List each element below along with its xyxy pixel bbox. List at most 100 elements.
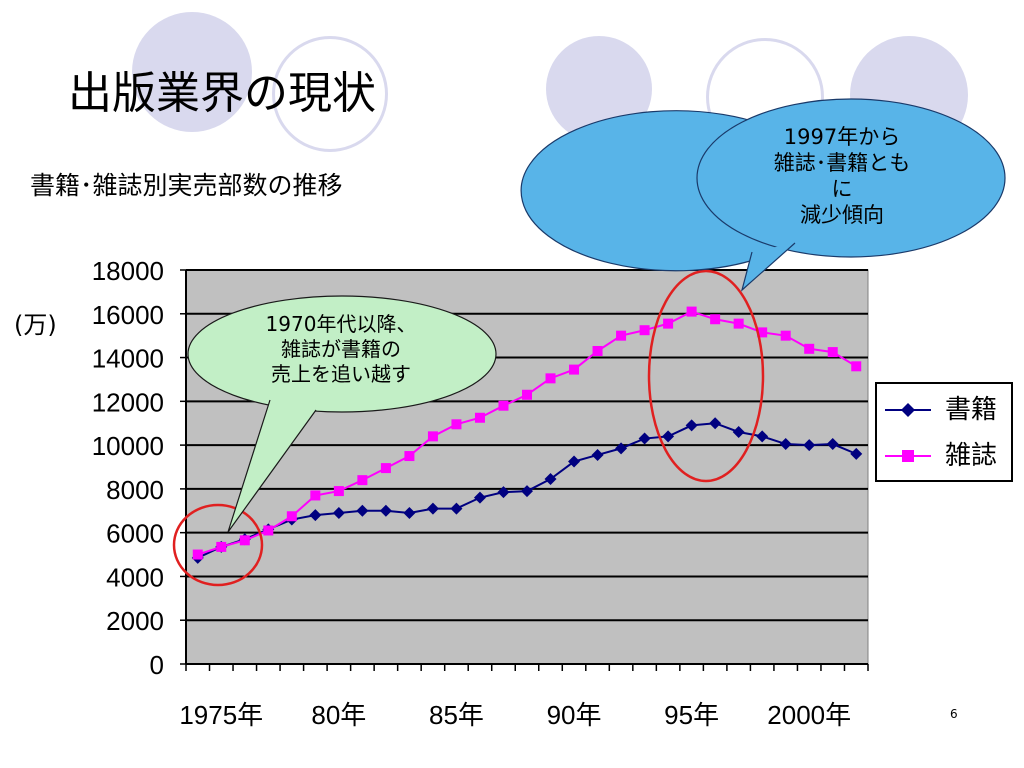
data-point-magazines [286, 511, 297, 522]
data-point-books [850, 447, 863, 460]
data-point-magazines [216, 541, 227, 552]
legend-item-books: 書籍 [877, 390, 1013, 430]
data-point-magazines [569, 364, 580, 375]
y-tick-label: 14000 [92, 344, 164, 374]
data-point-magazines [333, 486, 344, 497]
data-point-magazines [545, 373, 556, 384]
square-marker-icon [885, 450, 931, 462]
callout-line: 減少傾向 [800, 203, 884, 227]
series-layer [191, 306, 863, 564]
data-point-magazines [474, 412, 485, 423]
legend-label-magazines: 雑誌 [945, 441, 998, 471]
callout-text-1997: 1997年から 雑誌･書籍とも に 減少傾向 [726, 124, 958, 228]
x-tick-label: 90年 [547, 700, 602, 730]
data-point-books [473, 491, 486, 504]
diamond-marker-icon [885, 403, 931, 417]
decor-circle [132, 12, 252, 132]
data-point-books [638, 432, 651, 445]
decor-circle-outline [272, 36, 388, 152]
y-tick-label: 2000 [106, 606, 164, 636]
data-point-magazines [404, 451, 415, 462]
data-point-magazines [380, 463, 391, 474]
callout-bubble-1997-body [696, 98, 1006, 258]
data-point-books [544, 473, 557, 486]
x-tick-label: 85年 [429, 700, 484, 730]
legend-label-books: 書籍 [945, 395, 998, 425]
y-axis-unit-label: (万) [14, 311, 57, 339]
callout-line: 1970年代以降、 [265, 312, 417, 336]
y-tick-label: 18000 [92, 256, 164, 286]
data-point-books [426, 502, 439, 515]
y-tick-label: 12000 [92, 387, 164, 417]
data-point-magazines [192, 549, 203, 560]
callout-line: 雑誌･書籍とも [773, 151, 911, 175]
highlight-circle-1997 [647, 269, 765, 483]
x-tick-label: 80年 [311, 700, 366, 730]
data-point-magazines [239, 535, 250, 546]
data-point-magazines [616, 330, 627, 341]
data-point-books [826, 438, 839, 451]
data-point-magazines [710, 314, 721, 325]
y-tick-label: 6000 [106, 519, 164, 549]
y-tick-labels: 0 2000 4000 6000 8000 10000 12000 14000 16000 180… [92, 256, 164, 680]
data-point-magazines [522, 389, 532, 400]
data-point-magazines [686, 306, 697, 317]
y-tick-label: 0 [150, 650, 164, 680]
data-point-magazines [310, 490, 321, 501]
data-point-books [568, 455, 581, 468]
axes [180, 269, 869, 671]
data-point-books [779, 438, 792, 451]
y-tick-label: 8000 [106, 475, 164, 505]
data-point-books [497, 486, 510, 499]
data-point-magazines [592, 345, 603, 356]
data-point-books [615, 442, 628, 455]
chart-legend: 書籍 雑誌 [875, 382, 1013, 482]
data-point-books [803, 439, 816, 452]
data-point-magazines [427, 431, 438, 442]
data-point-books [356, 504, 369, 517]
page-number: 6 [950, 707, 958, 721]
data-point-magazines [851, 361, 862, 372]
slide-title: 出版業界の現状 [68, 68, 376, 119]
data-point-books [591, 448, 604, 461]
data-point-books [662, 430, 675, 443]
data-point-books [756, 430, 769, 443]
callout-line: 雑誌が書籍の [281, 337, 401, 361]
chart-subtitle: 書籍･雑誌別実売部数の推移 [30, 171, 343, 200]
x-tick-label: 2000年 [767, 700, 851, 730]
callout-line: に [831, 177, 853, 201]
data-point-books [685, 419, 698, 432]
callout-text-1970s: 1970年代以降、 雑誌が書籍の 売上を追い越す [226, 312, 456, 387]
data-point-books [379, 504, 392, 517]
data-point-books [709, 417, 722, 430]
y-tick-label: 10000 [92, 431, 164, 461]
callout-line: 売上を追い越す [271, 362, 411, 386]
data-point-books [332, 506, 345, 519]
data-point-magazines [357, 475, 368, 486]
x-tick-label: 95年 [664, 700, 719, 730]
data-point-magazines [639, 325, 650, 336]
data-point-books [309, 509, 322, 522]
callout-tail-1970s-edge [227, 399, 317, 533]
data-point-magazines [804, 343, 815, 354]
x-tick-label: 1975年 [179, 700, 263, 730]
callout-bubble-1970s [187, 295, 497, 413]
y-tick-label: 4000 [106, 562, 164, 592]
data-point-magazines [663, 318, 674, 329]
data-point-books [403, 506, 416, 519]
x-tick-labels: 1975年 80年 85年 90年 95年 2000年 [179, 700, 851, 730]
data-point-books [732, 425, 745, 438]
highlight-circle-1975 [172, 503, 264, 587]
callout-tail-1970s [228, 400, 316, 532]
data-point-magazines [733, 318, 744, 329]
data-point-magazines [780, 330, 791, 341]
data-point-books [521, 485, 533, 498]
data-point-magazines [498, 400, 509, 411]
callout-line: 1997年から [783, 125, 901, 149]
callout-tail-1997-edge [740, 242, 796, 292]
data-point-magazines [451, 419, 462, 430]
data-point-magazines [263, 525, 274, 536]
data-point-magazines [827, 347, 838, 358]
data-point-books [450, 502, 463, 515]
